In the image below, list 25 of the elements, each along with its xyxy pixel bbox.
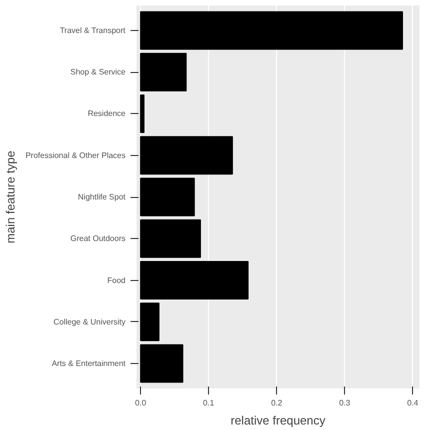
bar — [140, 261, 249, 300]
y-tick-label: Arts & Entertainment — [52, 359, 126, 368]
bar — [140, 178, 195, 216]
x-tick-label: 0.1 — [203, 398, 215, 408]
y-tick-label: Professional & Other Places — [25, 150, 126, 160]
bar — [140, 219, 201, 258]
y-tick-label: Travel & Transport — [60, 26, 126, 35]
y-tick-label: College & University — [53, 317, 126, 326]
y-axis-title: main feature type — [3, 150, 18, 244]
bar — [140, 302, 160, 342]
bar — [140, 344, 184, 383]
y-tick-label: Great Outdoors — [70, 234, 126, 244]
bar — [140, 52, 187, 92]
bar — [140, 94, 144, 133]
y-tick-label: Food — [107, 276, 126, 285]
y-tick-label: Shop & Service — [70, 68, 126, 77]
x-tick-label: 0.3 — [339, 398, 351, 408]
y-tick-label: Nightlife Spot — [78, 192, 126, 202]
x-tick-label: 0.0 — [135, 398, 147, 408]
y-tick-label: Residence — [88, 109, 126, 118]
x-tick-label: 0.2 — [271, 398, 283, 408]
x-tick-label: 0.4 — [407, 398, 419, 408]
bar — [140, 11, 403, 50]
bar — [140, 136, 233, 175]
x-axis-title: relative frequency — [230, 414, 326, 428]
